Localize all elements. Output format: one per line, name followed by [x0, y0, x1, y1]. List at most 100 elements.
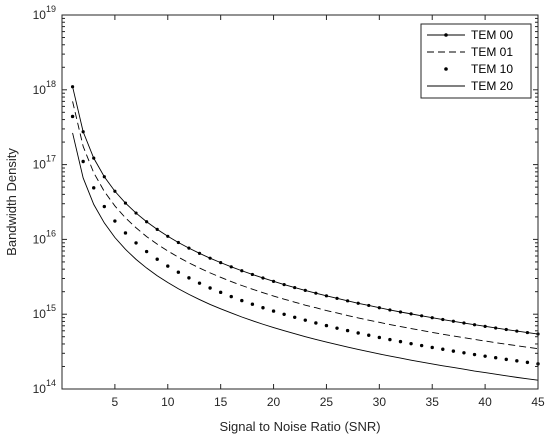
data-point [176, 240, 180, 245]
data-point [208, 256, 212, 260]
plot-area [70, 85, 540, 381]
data-point [525, 330, 530, 335]
data-point [271, 309, 276, 313]
data-point [197, 281, 202, 285]
plot-frame [61, 14, 539, 390]
data-point [494, 326, 498, 330]
data-point [229, 294, 233, 299]
data-point [145, 220, 149, 224]
data-point [144, 249, 149, 254]
data-point [377, 335, 382, 340]
data-point [314, 321, 318, 325]
x-axis: 5 10 15 20 25 30 35 40 45 [112, 15, 545, 409]
legend-item: TEM 00 [427, 28, 513, 42]
data-point [441, 347, 445, 351]
data-point [81, 159, 85, 164]
data-point [388, 308, 392, 312]
data-point [483, 354, 487, 358]
x-tick-label: 25 [320, 395, 334, 409]
data-point [451, 319, 455, 323]
legend-item: TEM 20 [427, 79, 513, 93]
data-point [504, 357, 508, 362]
series-tem-01 [72, 101, 539, 350]
data-point [472, 323, 477, 327]
data-point [123, 231, 128, 235]
data-point [187, 276, 191, 280]
data-point [187, 246, 191, 250]
data-point [102, 204, 107, 209]
x-tick-label: 15 [214, 395, 228, 409]
y-tick-label: 1016 [33, 228, 56, 246]
data-point [155, 227, 159, 232]
legend-label: TEM 10 [471, 62, 513, 76]
data-point [261, 276, 265, 280]
data-point [420, 314, 424, 318]
data-point [398, 310, 403, 314]
legend-label: TEM 20 [471, 79, 513, 93]
data-point [483, 324, 487, 328]
data-point [92, 186, 96, 190]
data-point [155, 257, 159, 261]
data-point [176, 270, 181, 274]
data-point [493, 356, 498, 360]
data-point [240, 269, 244, 273]
data-point [261, 306, 265, 310]
legend-label: TEM 01 [471, 45, 513, 59]
legend-marker [444, 33, 448, 37]
data-point [472, 352, 477, 357]
series-tem-10 [70, 114, 540, 366]
y-tick-label: 1019 [33, 4, 56, 22]
data-point [377, 306, 381, 310]
legend-marker [444, 67, 448, 71]
data-point [282, 282, 286, 287]
data-point [134, 211, 138, 215]
legend-label: TEM 00 [471, 28, 513, 42]
data-point [462, 351, 466, 355]
data-point [367, 303, 371, 308]
legend-item: TEM 01 [427, 45, 513, 59]
data-point [81, 130, 85, 134]
data-point [293, 285, 297, 290]
series-tem-00 [70, 85, 540, 336]
data-point [335, 296, 339, 300]
data-point [462, 321, 466, 325]
series-line [72, 132, 539, 381]
x-tick-label: 10 [161, 395, 175, 409]
data-point [70, 85, 75, 89]
data-point [525, 360, 530, 365]
data-point [218, 290, 223, 295]
data-point [345, 328, 350, 333]
data-point [166, 234, 170, 238]
data-point [70, 114, 75, 119]
x-axis-title: Signal to Noise Ratio (SNR) [219, 419, 380, 434]
x-tick-label: 30 [373, 395, 387, 409]
data-point [356, 301, 360, 305]
data-point [229, 265, 233, 269]
data-point [113, 219, 117, 223]
data-point [515, 359, 519, 363]
legend: TEM 00 TEM 01 TEM 10 TEM 20 [420, 23, 532, 99]
x-tick-label: 5 [112, 395, 119, 409]
series-tem-20 [72, 132, 539, 381]
data-point [419, 343, 424, 348]
data-point [123, 201, 128, 205]
data-point [282, 312, 286, 316]
data-point [113, 189, 117, 193]
data-point [409, 341, 413, 346]
data-point [430, 345, 434, 350]
y-tick-label: 1015 [33, 303, 56, 321]
x-tick-label: 45 [531, 395, 545, 409]
data-point [398, 339, 403, 344]
data-point [271, 279, 276, 283]
y-axis-title: Bandwidth Density [4, 148, 19, 256]
data-point [314, 291, 318, 295]
data-point [166, 264, 170, 268]
data-point [441, 317, 445, 322]
x-tick-label: 40 [478, 395, 492, 409]
data-point [324, 323, 329, 328]
data-point [197, 251, 202, 255]
data-point [102, 175, 106, 179]
data-point [409, 312, 413, 316]
data-point [303, 318, 307, 322]
legend-item: TEM 10 [444, 62, 513, 76]
